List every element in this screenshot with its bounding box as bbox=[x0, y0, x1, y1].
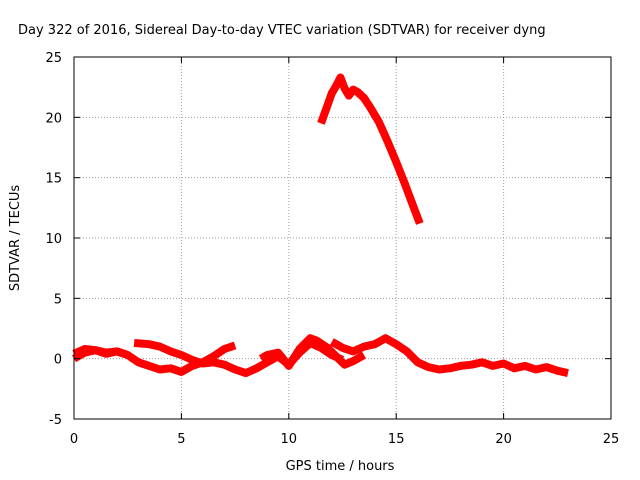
chart-title: Day 322 of 2016, Sidereal Day-to-day VTE… bbox=[18, 23, 546, 38]
y-axis-label: SDTVAR / TECUs bbox=[8, 185, 23, 292]
y-tick-label: 25 bbox=[45, 51, 62, 66]
series-line-sat-d bbox=[258, 334, 366, 370]
series-line-sat-c bbox=[72, 345, 129, 359]
y-tick-label: 5 bbox=[54, 292, 62, 307]
series-line-sat-e bbox=[329, 334, 569, 378]
y-tick-label: 20 bbox=[45, 111, 62, 126]
x-tick-label: 0 bbox=[70, 432, 78, 447]
y-tick-label: 10 bbox=[45, 232, 62, 247]
x-tick-label: 20 bbox=[495, 432, 512, 447]
x-tick-label: 15 bbox=[388, 432, 405, 447]
x-tick-label: 5 bbox=[177, 432, 185, 447]
axis-ticks: 0 5 10 15 20 25 -5 0 5 10 15 20 25 bbox=[45, 51, 619, 447]
y-tick-label: 0 bbox=[54, 353, 62, 368]
y-tick-label: 15 bbox=[45, 172, 62, 187]
data-series bbox=[72, 73, 569, 378]
grid-lines bbox=[74, 57, 611, 419]
x-axis-label: GPS time / hours bbox=[286, 459, 395, 474]
x-tick-label: 25 bbox=[603, 432, 620, 447]
y-tick-label: -5 bbox=[49, 413, 62, 428]
series-line-sat-f bbox=[317, 73, 424, 225]
x-tick-label: 10 bbox=[281, 432, 298, 447]
